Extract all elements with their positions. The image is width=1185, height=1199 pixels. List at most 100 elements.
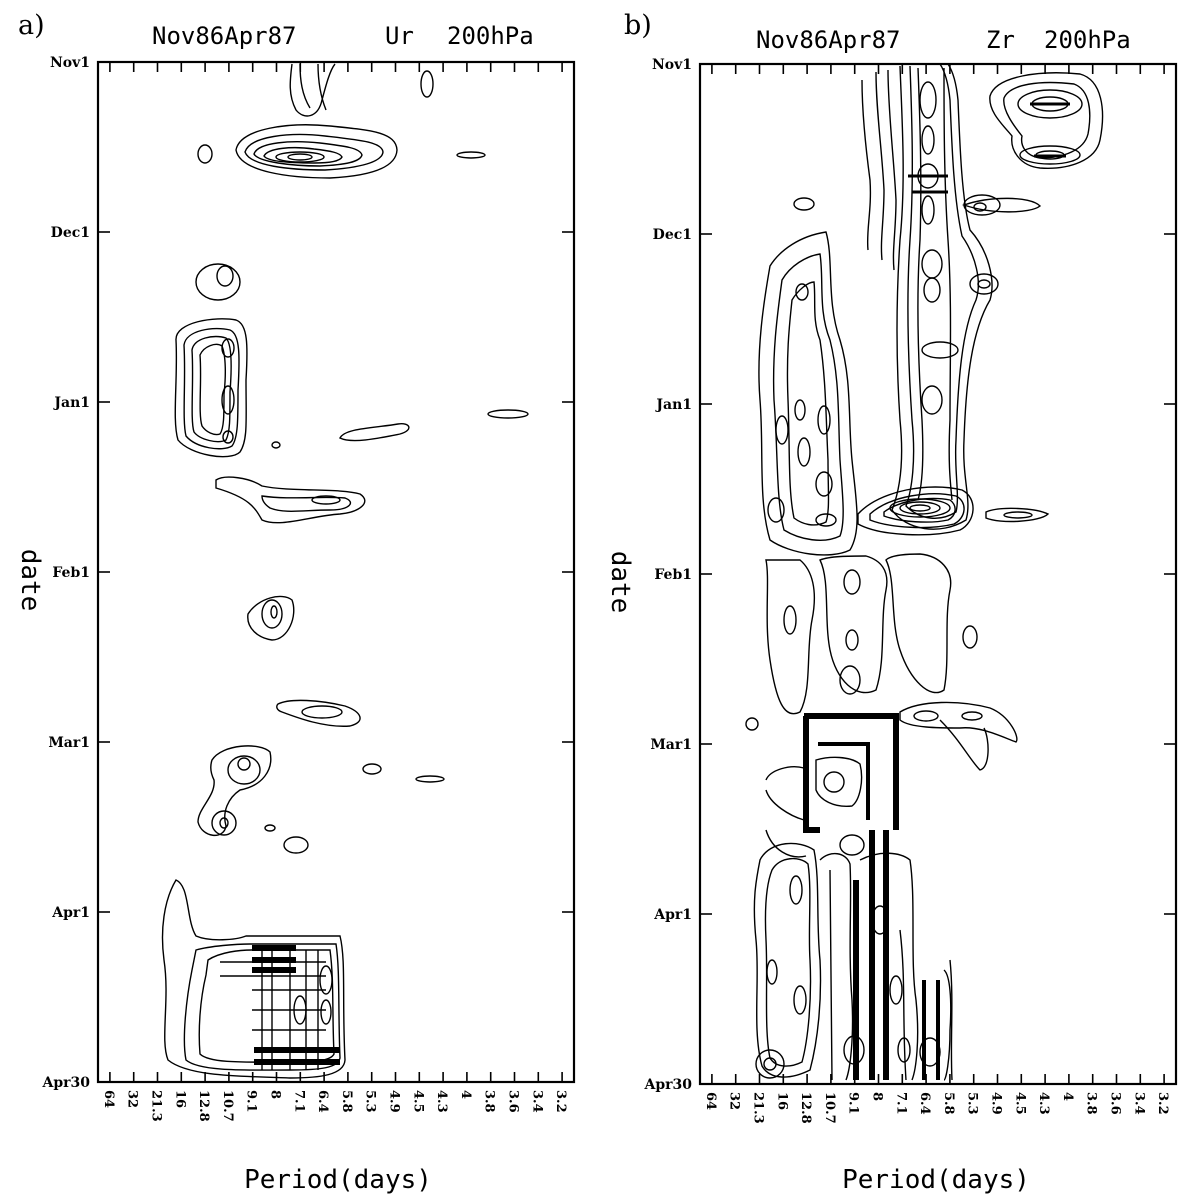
x-tick-label: 4	[458, 1090, 473, 1099]
x-tick-label: 6.4	[315, 1090, 330, 1113]
panel-b-frame	[698, 62, 1178, 1086]
x-tick-label: 8	[268, 1090, 283, 1099]
y-tick-label: Nov1	[652, 57, 692, 73]
contour-a-jan19	[215, 476, 366, 524]
x-tick-label: 3.6	[1108, 1092, 1123, 1115]
contour-b-jan21	[985, 507, 1050, 523]
panel-a-x-ticks: 64 32 21.3 16 12.8 10.7 9.1 8 7.1 6.4 5.8 5.3 4.9 4.5…	[101, 62, 568, 1122]
contour-b-nov-right-cluster	[989, 72, 1104, 169]
contour-a-small-6	[362, 763, 382, 775]
panel-a-variable: Ur	[385, 22, 414, 50]
panel-b-title: Nov86Apr87	[756, 26, 901, 54]
contour-a-feb24	[276, 699, 361, 727]
contour-a-april-block	[161, 879, 346, 1079]
y-tick-label: Apr30	[41, 1075, 90, 1091]
x-tick-label: 12.8	[798, 1092, 813, 1124]
contour-a-small-4	[271, 441, 281, 449]
x-tick-label: 64	[703, 1092, 718, 1110]
x-tick-label: 4	[1060, 1092, 1075, 1101]
contour-a-nov14-blob	[235, 124, 398, 179]
contour-a-mar	[197, 745, 272, 836]
x-tick-label: 21.3	[751, 1092, 766, 1124]
x-tick-label: 3.8	[482, 1090, 497, 1113]
panel-a-contours	[161, 63, 529, 1079]
x-tick-label: 4.3	[434, 1090, 449, 1113]
panel-a-level: 200hPa	[447, 22, 534, 50]
x-tick-label: 5.8	[941, 1092, 956, 1115]
contour-b-feb-region	[765, 553, 978, 715]
x-tick-label: 7.1	[893, 1092, 908, 1115]
contour-a-small-7	[415, 775, 445, 783]
panel-a-title: Nov86Apr87	[152, 22, 297, 50]
x-tick-label: 64	[101, 1090, 116, 1108]
x-tick-label: 4.5	[410, 1090, 425, 1113]
panel-b-x-axis-title: Period(days)	[842, 1165, 1030, 1195]
contour-b-central-column	[891, 63, 993, 530]
y-tick-label: Dec1	[51, 225, 90, 241]
panel-b-letter: b)	[624, 10, 652, 41]
x-tick-label: 21.3	[149, 1090, 164, 1122]
panel-a: a) Nov86Apr87 Ur 200hPa Nov1 Dec1 Jan1 Feb1…	[15, 10, 576, 1195]
x-tick-label: 4.9	[387, 1090, 402, 1113]
y-tick-label: Mar1	[48, 735, 90, 751]
x-tick-label: 3.6	[506, 1090, 521, 1113]
x-tick-label: 9.1	[846, 1092, 861, 1115]
contour-b-left-column	[758, 231, 858, 556]
x-tick-label: 4.9	[989, 1092, 1004, 1115]
y-tick-label: Dec1	[653, 227, 692, 243]
contour-b-april-heavy	[843, 830, 953, 1081]
panel-b-level: 200hPa	[1044, 26, 1131, 54]
panel-b-y-axis-title: date	[605, 551, 635, 614]
y-tick-label: Apr30	[643, 1077, 692, 1093]
x-tick-label: 9.1	[244, 1090, 259, 1113]
y-tick-label: Nov1	[50, 55, 90, 71]
panel-b-x-ticks: 64 32 21.3 16 12.8 10.7 9.1 8 7.1 6.4 5.8 5.3 4.9 4.5…	[703, 64, 1170, 1124]
contour-b-nov-streams	[861, 69, 897, 271]
contour-a-feb7	[247, 595, 295, 641]
x-tick-label: 6.4	[917, 1092, 932, 1115]
x-tick-label: 3.4	[1131, 1092, 1146, 1115]
contour-a-small-9	[283, 836, 309, 854]
y-tick-label: Apr1	[653, 907, 692, 923]
x-tick-label: 3.2	[1155, 1092, 1170, 1115]
contour-b-dec10-blobs	[961, 194, 1042, 295]
x-tick-label: 5.3	[363, 1090, 378, 1113]
contour-a-small-1	[420, 70, 434, 98]
x-tick-label: 10.7	[220, 1090, 235, 1122]
contour-b-march-box	[765, 713, 899, 858]
contour-a-small-3	[456, 151, 486, 159]
contour-a-small-5	[487, 409, 529, 419]
contour-a-jan6	[339, 422, 410, 442]
x-tick-label: 5.3	[965, 1092, 980, 1115]
y-tick-label: Jan1	[52, 395, 90, 411]
x-tick-label: 3.4	[529, 1090, 544, 1113]
contour-a-top-streak-2	[299, 63, 327, 111]
contour-a-dec8	[195, 263, 241, 301]
panel-a-x-axis-title: Period(days)	[244, 1165, 432, 1195]
panel-b-y-ticks: Nov1 Dec1 Jan1 Feb1 Mar1 Apr1 Apr30	[643, 57, 1176, 1093]
x-tick-label: 3.2	[553, 1090, 568, 1113]
contour-a-small-2	[197, 144, 213, 164]
x-tick-label: 5.8	[339, 1090, 354, 1113]
contour-a-dec-jan-column	[174, 318, 248, 458]
x-tick-label: 32	[727, 1092, 742, 1110]
panel-b-variable: Zr	[986, 26, 1015, 54]
x-tick-label: 3.8	[1084, 1092, 1099, 1115]
contour-b-jan19-intense	[857, 486, 974, 536]
y-tick-label: Feb1	[52, 565, 90, 581]
contour-b-feb28	[899, 701, 1018, 771]
x-tick-label: 4.5	[1012, 1092, 1027, 1115]
y-tick-label: Jan1	[654, 397, 692, 413]
x-tick-label: 4.3	[1036, 1092, 1051, 1115]
panel-b: b) Nov86Apr87 Zr 200hPa Nov1 Dec1 Jan1 Feb1…	[605, 10, 1178, 1195]
contour-a-top-streak	[289, 63, 336, 117]
y-tick-label: Feb1	[654, 567, 692, 583]
x-tick-label: 10.7	[822, 1092, 837, 1124]
panel-a-y-ticks: Nov1 Dec1 Jan1 Feb1 Mar1 Apr1 Apr30	[41, 55, 574, 1091]
contour-b-small-1	[793, 197, 815, 211]
x-tick-label: 12.8	[196, 1090, 211, 1122]
contour-a-small-8	[264, 824, 276, 832]
contour-b-mar-apr-left	[753, 842, 854, 1081]
y-tick-label: Mar1	[650, 737, 692, 753]
